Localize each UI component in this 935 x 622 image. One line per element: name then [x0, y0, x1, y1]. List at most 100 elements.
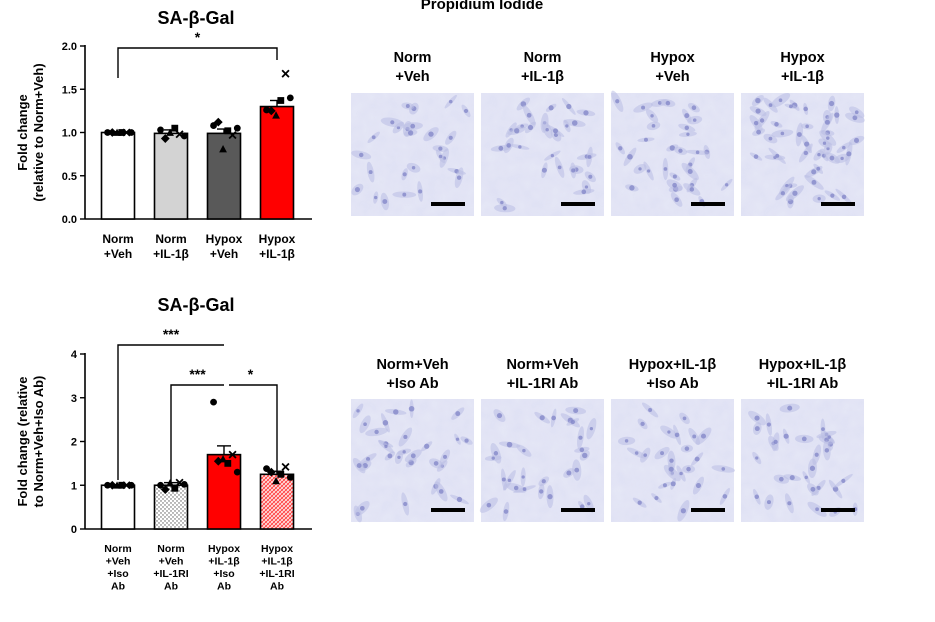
data-point [160, 134, 170, 143]
cell-nucleus [660, 451, 665, 456]
cell-nucleus [682, 416, 687, 421]
cell-nucleus [721, 467, 726, 471]
data-point [228, 450, 237, 459]
panel-label: +IL-1RI Ab [507, 376, 579, 392]
data-point [171, 484, 179, 492]
cell-nucleus [803, 106, 808, 112]
y-tick-label: 3 [71, 393, 77, 405]
panel-label: +IL-1β [781, 69, 824, 85]
cell-nucleus [654, 495, 659, 501]
cell-nucleus [615, 99, 620, 104]
cell-nucleus [695, 150, 700, 155]
x-tick-label: Hypox [261, 543, 293, 555]
cell-nucleus [493, 451, 499, 456]
cell-nucleus [403, 501, 408, 507]
data-point [210, 398, 217, 406]
cell-nucleus [403, 434, 408, 440]
data-point [104, 129, 111, 136]
data-point [281, 462, 290, 471]
cell-nucleus [356, 409, 360, 413]
cell-nucleus [834, 112, 840, 118]
cell-nucleus [498, 145, 504, 151]
cell-nucleus [579, 447, 585, 453]
cell-nucleus [637, 500, 642, 505]
data-point [127, 481, 135, 489]
cell-nucleus [641, 105, 646, 110]
cell-nucleus [778, 98, 783, 103]
cell-nucleus [455, 411, 461, 417]
cell-nucleus [852, 115, 858, 121]
cell-nucleus [402, 172, 407, 177]
cell-nucleus [371, 135, 376, 140]
x-tick-label: +IL-1RI [259, 568, 294, 580]
data-point [171, 124, 179, 132]
cell-nucleus [824, 119, 830, 125]
cell-nucleus [662, 483, 667, 488]
cell-nucleus [804, 475, 808, 480]
cell-nucleus [663, 167, 668, 171]
cell-nucleus [817, 196, 821, 201]
top-bar-chart: SA-β-Gal Fold change (relative to Norm+Veh… [15, 8, 312, 261]
cell-nucleus [565, 124, 569, 128]
cell-nucleus [841, 478, 846, 483]
cell-nucleus [792, 190, 798, 196]
scale-bar [821, 202, 855, 206]
cell-nucleus [787, 501, 792, 506]
data-point [160, 485, 170, 495]
x-tick-label: +Iso [213, 568, 234, 580]
propidium-header: Propidium Iodide [421, 0, 544, 13]
data-point [219, 145, 227, 153]
data-point [266, 467, 276, 477]
cell-nucleus [755, 108, 761, 114]
cell-nucleus [830, 193, 835, 198]
data-point [263, 465, 270, 473]
cell-nucleus [405, 104, 410, 108]
cell-nucleus [573, 408, 579, 414]
cell-nucleus [587, 501, 591, 506]
y-tick-label: 2 [71, 437, 77, 449]
cell-nucleus [618, 146, 623, 151]
data-point [166, 128, 174, 136]
cell-nucleus [679, 471, 683, 476]
cell-nucleus [846, 151, 852, 157]
cell-nucleus [557, 165, 562, 170]
cell-nucleus [589, 427, 594, 431]
cell-nucleus [448, 135, 453, 140]
cell-nucleus [780, 131, 785, 136]
cell-nucleus [393, 409, 399, 415]
cell-nucleus [672, 182, 677, 188]
cell-nucleus [496, 412, 503, 419]
cell-nucleus [507, 478, 512, 483]
cell-nucleus [686, 132, 690, 136]
panel-label: Norm+Veh [506, 357, 578, 373]
scale-bar [561, 508, 595, 512]
cell-nucleus [692, 118, 697, 122]
cell-nucleus [646, 169, 651, 173]
bottom-bar-chart: SA-β-Gal Fold change (relative to Norm+Veh… [15, 295, 312, 593]
bar [153, 484, 189, 530]
data-point [272, 476, 280, 485]
cell-nucleus [700, 433, 707, 439]
cell-nucleus [463, 108, 469, 114]
bar [100, 131, 136, 220]
cell-nucleus [680, 508, 686, 514]
cell-nucleus [548, 105, 554, 111]
cell-nucleus [842, 145, 846, 150]
data-point [107, 480, 117, 490]
cell-nucleus [789, 475, 795, 481]
cell-nucleus [768, 136, 773, 141]
cell-nucleus [373, 195, 378, 200]
cell-nucleus [550, 153, 554, 158]
y-tick-label: 1 [71, 480, 77, 492]
data-point [166, 479, 174, 487]
panel-label: Norm [394, 50, 432, 66]
y-axis-label: Fold change [15, 94, 30, 171]
x-tick-label: Norm [104, 543, 131, 555]
panel-label: +IL-1β [521, 69, 564, 85]
significance-label: * [248, 366, 254, 382]
cell-nucleus [438, 489, 444, 494]
cell-nucleus [828, 100, 835, 107]
cell-nucleus [722, 494, 728, 499]
cell-nucleus [566, 103, 572, 110]
cell-nucleus [358, 152, 364, 158]
